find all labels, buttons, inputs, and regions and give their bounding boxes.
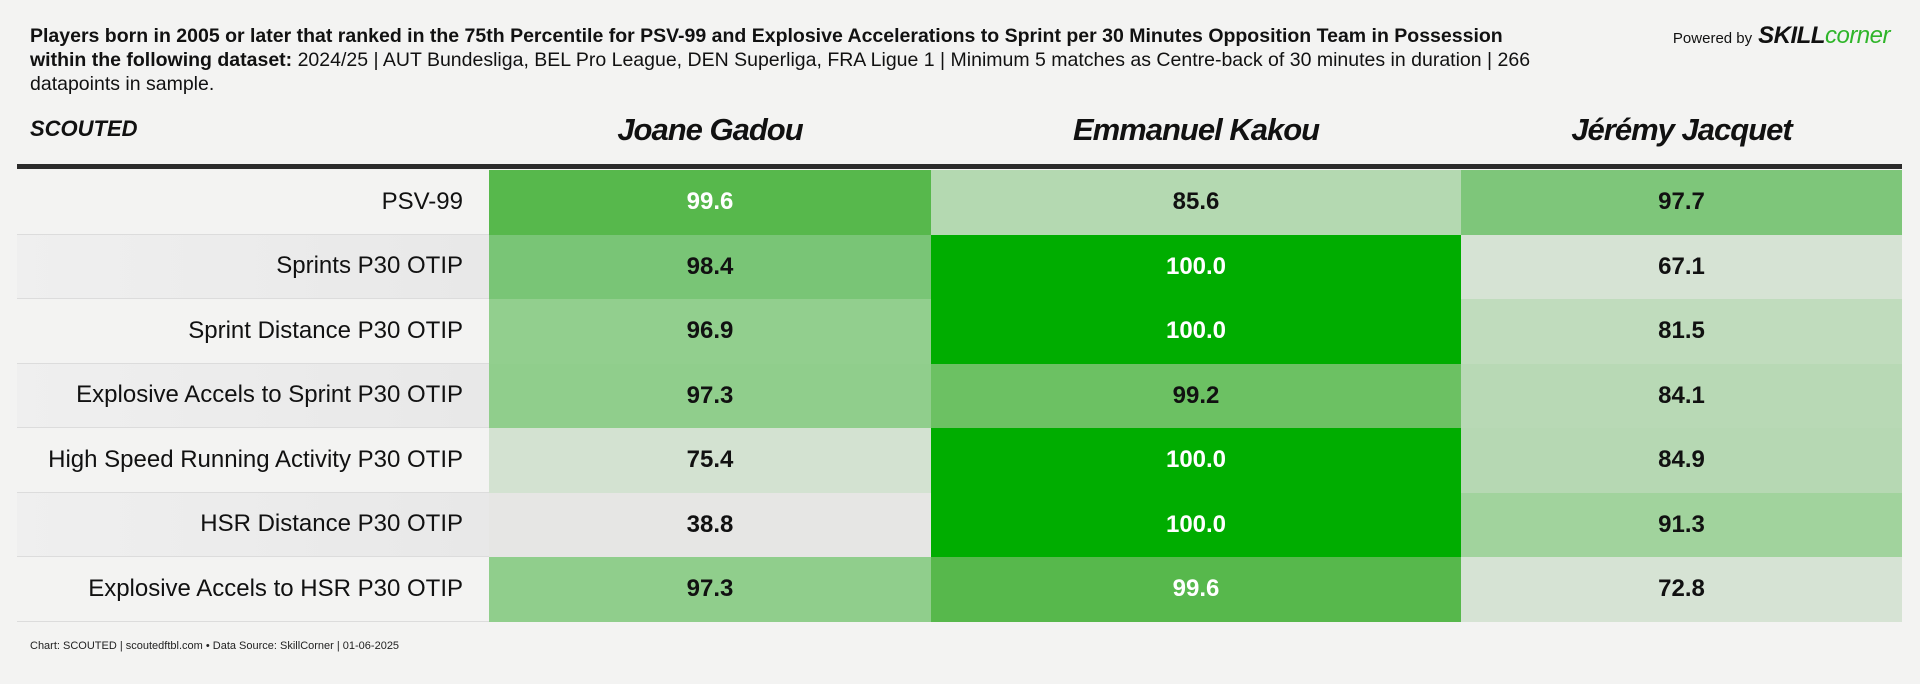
footer: Chart: SCOUTED | scoutedftbl.com • Data … — [30, 640, 400, 652]
header-rule — [17, 164, 1902, 169]
cell-value: 99.2 — [931, 363, 1461, 428]
row-label: Explosive Accels to Sprint P30 OTIP — [17, 363, 489, 428]
cell-value: 84.1 — [1461, 363, 1902, 428]
cell-value: 38.8 — [489, 492, 931, 557]
cell-value: 99.6 — [489, 170, 931, 235]
corner-label: SCOUTED — [30, 116, 138, 141]
column-header: Joane Gadou — [617, 112, 803, 147]
cell-value: 100.0 — [931, 428, 1461, 493]
brand-corner: corner — [1824, 22, 1891, 49]
cell-value: 96.9 — [489, 299, 931, 364]
row-label: High Speed Running Activity P30 OTIP — [17, 428, 489, 493]
cell-value: 67.1 — [1461, 234, 1902, 299]
cell-value: 99.6 — [931, 557, 1461, 622]
title-rest: 2024/25 | AUT Bundesliga, BEL Pro League… — [30, 49, 1531, 95]
row-label: Sprints P30 OTIP — [17, 234, 489, 299]
brand-skill: SKILL — [1758, 22, 1825, 49]
cell-value: 97.3 — [489, 363, 931, 428]
brand: SKILLcorner — [1758, 22, 1890, 50]
title: Players born in 2005 or later that ranke… — [30, 24, 1550, 96]
cell-value: 97.7 — [1461, 170, 1902, 235]
row-label: Sprint Distance P30 OTIP — [17, 299, 489, 364]
cell-value: 98.4 — [489, 234, 931, 299]
row-label: HSR Distance P30 OTIP — [17, 492, 489, 557]
powered-by: Powered by SKILLcorner — [1672, 22, 1891, 50]
cell-value: 100.0 — [931, 299, 1461, 364]
row-label: PSV-99 — [17, 170, 489, 235]
row-label: Explosive Accels to HSR P30 OTIP — [17, 557, 489, 622]
cell-value: 72.8 — [1461, 557, 1902, 622]
column-header: Jérémy Jacquet — [1571, 112, 1792, 147]
cell-value: 85.6 — [931, 170, 1461, 235]
cell-value: 81.5 — [1461, 299, 1902, 364]
cell-value: 75.4 — [489, 428, 931, 493]
cell-value: 91.3 — [1461, 492, 1902, 557]
cell-value: 97.3 — [489, 557, 931, 622]
column-header: Emmanuel Kakou — [1072, 112, 1320, 147]
title-bold: Players born in 2005 or later that ranke… — [30, 25, 1503, 71]
cell-value: 100.0 — [931, 234, 1461, 299]
cell-value: 100.0 — [931, 492, 1461, 557]
powered-text: Powered by — [1672, 30, 1753, 47]
cell-value: 84.9 — [1461, 428, 1902, 493]
